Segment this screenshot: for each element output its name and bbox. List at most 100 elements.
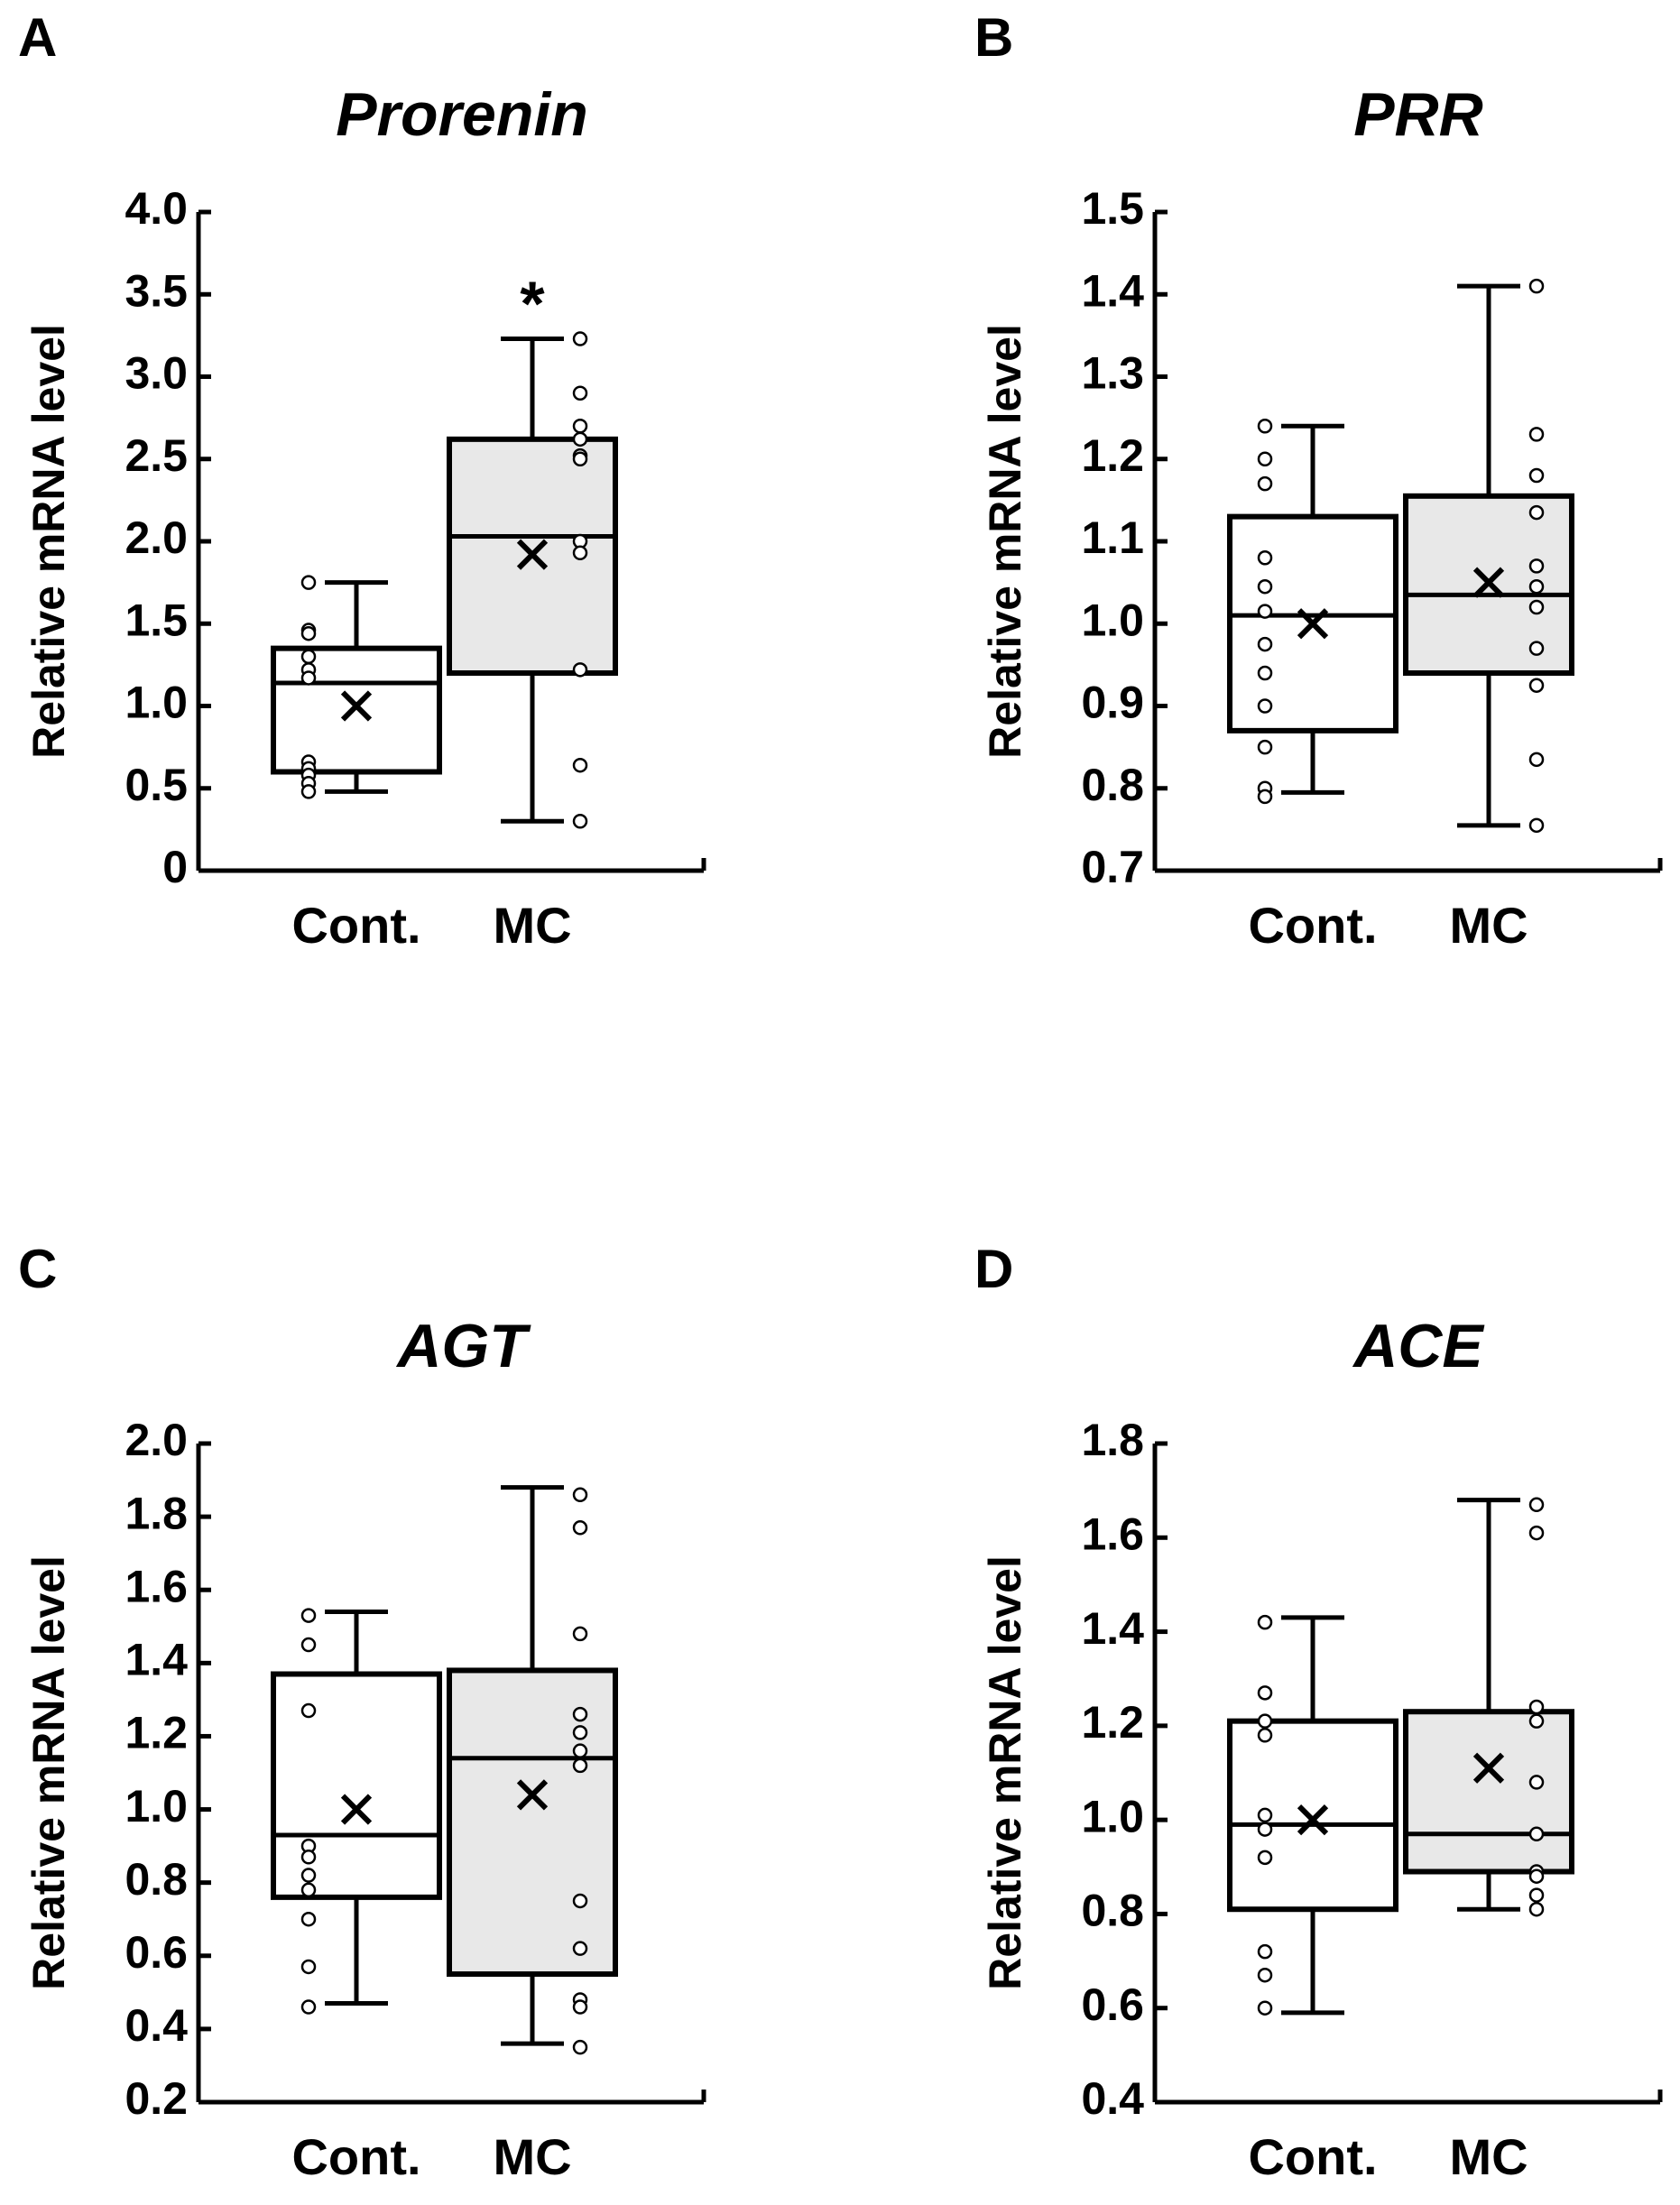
data-point xyxy=(1528,1713,1545,1729)
y-tick-label: 4.0 xyxy=(125,183,188,234)
data-point xyxy=(300,649,317,664)
y-tick-label: 1.8 xyxy=(1081,1415,1144,1465)
x-category-label: MC xyxy=(493,2128,571,2185)
y-tick-label: 1.1 xyxy=(1081,512,1144,563)
panel-b: B PRR Relative mRNA level 0.7 0.8 0.9 1.0 1.1 1.… xyxy=(974,7,1663,954)
x-category-label: MC xyxy=(1449,897,1528,954)
data-point xyxy=(1257,604,1273,619)
box-treated xyxy=(447,1485,618,2055)
y-axis-label: Relative mRNA level xyxy=(980,1555,1030,1990)
data-point xyxy=(1257,1943,1273,1960)
data-point xyxy=(1528,599,1545,615)
y-tick-label: 0.4 xyxy=(1081,2073,1144,2124)
y-tick-label: 2.0 xyxy=(125,512,188,563)
panel-c: C AGT Relative mRNA level 0.2 0.4 0.6 0.8 1.0 1.… xyxy=(18,1239,706,2185)
data-point xyxy=(1528,1868,1545,1884)
data-point xyxy=(300,1911,317,1927)
mean-marker xyxy=(340,690,373,722)
y-tick-label: 1.5 xyxy=(125,595,188,645)
data-point xyxy=(1528,558,1545,574)
data-point xyxy=(1257,698,1273,714)
y-tick-label: 0.8 xyxy=(1081,760,1144,810)
data-point xyxy=(1257,578,1273,595)
data-point xyxy=(300,1850,317,1865)
data-point xyxy=(1257,419,1273,434)
data-point xyxy=(1257,550,1273,566)
y-tick-label: 2.0 xyxy=(125,1415,188,1465)
y-tick-label: 1.6 xyxy=(1081,1508,1144,1559)
data-point xyxy=(572,451,588,466)
box-control xyxy=(1227,419,1398,805)
panel-letter: A xyxy=(18,7,57,68)
data-point xyxy=(1528,278,1545,294)
y-tick-label: 0.5 xyxy=(125,760,188,810)
y-tick-label: 1.2 xyxy=(1081,1697,1144,1748)
data-point xyxy=(572,1893,588,1909)
data-point xyxy=(572,1999,588,2015)
data-point xyxy=(572,814,588,829)
data-point xyxy=(300,1959,317,1975)
data-point xyxy=(1528,578,1545,595)
iqr-box xyxy=(1403,1709,1574,1875)
box-treated xyxy=(1403,278,1574,834)
data-point xyxy=(300,1637,317,1653)
data-point xyxy=(1257,1807,1273,1823)
y-tick-label: 0.6 xyxy=(125,1927,188,1978)
data-point xyxy=(1528,817,1545,834)
y-tick-label: 0.8 xyxy=(125,1854,188,1905)
y-tick-label: 0 xyxy=(162,842,188,892)
mean-marker xyxy=(516,1779,549,1811)
iqr-box xyxy=(447,436,618,676)
panel-letter: C xyxy=(18,1239,57,1299)
y-tick-label: 0.9 xyxy=(1081,678,1144,728)
data-point xyxy=(1257,1850,1273,1866)
data-point xyxy=(1257,1713,1273,1729)
x-category-label: Cont. xyxy=(1248,897,1377,954)
box-control xyxy=(271,1608,442,2015)
y-tick-label: 1.4 xyxy=(125,1635,188,1685)
data-point xyxy=(1257,1822,1273,1837)
data-point xyxy=(572,1487,588,1503)
iqr-box xyxy=(447,1667,618,1978)
y-tick-label: 2.5 xyxy=(125,430,188,481)
y-tick-label: 1.8 xyxy=(125,1488,188,1538)
data-point xyxy=(1528,641,1545,656)
y-tick-label: 0.8 xyxy=(1081,1886,1144,1936)
panel-d: D ACE Relative mRNA level 0.4 0.6 0.8 1.0 1.2 1.… xyxy=(974,1239,1663,2185)
y-tick-label: 1.2 xyxy=(125,1708,188,1758)
data-point xyxy=(572,1626,588,1642)
y-tick-label: 1.0 xyxy=(1081,1791,1144,1841)
y-tick-label: 1.4 xyxy=(1081,265,1144,316)
data-point xyxy=(1257,475,1273,492)
data-point xyxy=(572,1743,588,1758)
mean-marker xyxy=(1472,1752,1505,1784)
box-control xyxy=(1227,1614,1398,2016)
box-treated xyxy=(1403,1497,1574,1917)
data-point xyxy=(1257,665,1273,681)
y-tick-label: 1.0 xyxy=(125,1781,188,1831)
y-axis-label: Relative mRNA level xyxy=(23,324,74,759)
mean-marker xyxy=(1472,567,1505,598)
y-tick-label: 0.6 xyxy=(1081,1979,1144,2030)
data-point xyxy=(300,784,317,799)
panel-letter: D xyxy=(974,1239,1013,1299)
data-point xyxy=(1257,789,1273,805)
y-tick-label: 3.5 xyxy=(125,265,188,316)
data-point xyxy=(1528,1826,1545,1842)
y-tick-label: 1.4 xyxy=(1081,1603,1144,1654)
data-point xyxy=(1257,1967,1273,1983)
data-point xyxy=(572,1706,588,1722)
data-point xyxy=(1528,1901,1545,1917)
x-category-label: MC xyxy=(1449,2128,1528,2185)
data-point xyxy=(1257,739,1273,755)
data-point xyxy=(572,419,588,434)
data-point xyxy=(1257,2000,1273,2016)
data-point xyxy=(300,1999,317,2015)
y-tick-label: 0.2 xyxy=(125,2073,188,2124)
y-tick-label: 1.3 xyxy=(1081,348,1144,399)
data-point xyxy=(1257,1728,1273,1743)
data-point xyxy=(572,2039,588,2055)
x-category-label: Cont. xyxy=(291,897,420,954)
panel-a: A Prorenin Relative mRNA level 0 0.5 1.0 1.5 2.… xyxy=(18,7,706,954)
